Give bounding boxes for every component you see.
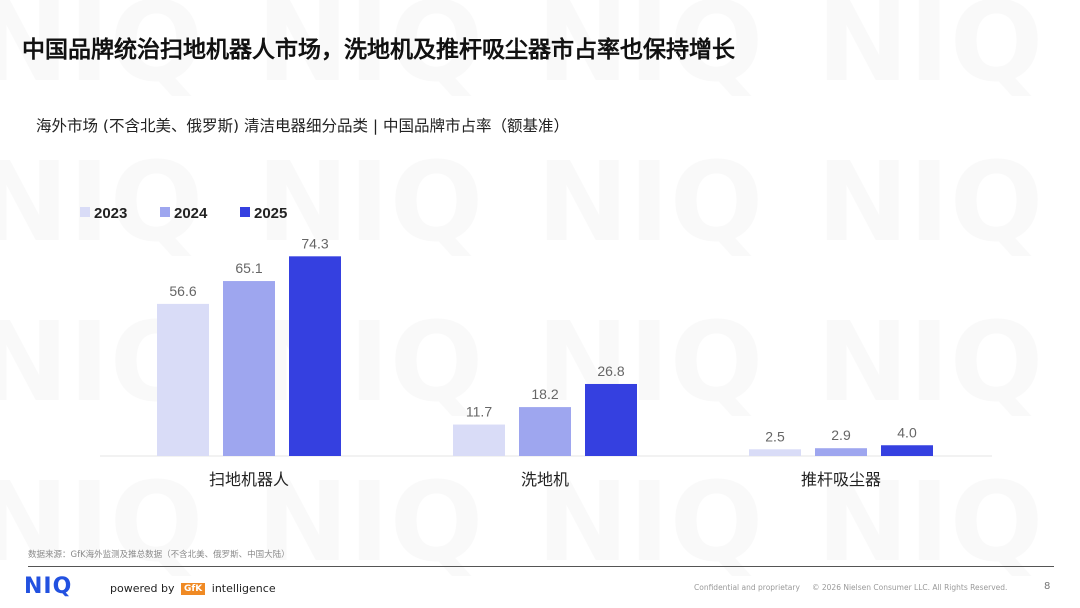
value-label-2024-2: 2.9 (831, 427, 851, 443)
bar-2025-2 (881, 445, 933, 456)
bar-2024-2 (815, 448, 867, 456)
legend-label-2025: 2025 (254, 205, 287, 222)
bar-2023-2 (749, 449, 801, 456)
category-label-0: 扫地机器人 (209, 471, 289, 489)
value-label-2025-0: 74.3 (301, 235, 328, 251)
copyright-note: © 2026 Nielsen Consumer LLC. All Rights … (812, 583, 1008, 592)
chart-subtitle: 海外市场 (不含北美、俄罗斯) 清洁电器细分品类 | 中国品牌市占率（额基准） (36, 117, 570, 135)
legend-label-2024: 2024 (174, 205, 208, 222)
category-label-2: 推杆吸尘器 (801, 471, 881, 489)
category-label-1: 洗地机 (521, 471, 569, 489)
legend-swatch-2025 (240, 207, 250, 217)
legend-label-2023: 2023 (94, 205, 127, 222)
powered-by: powered by GfK intelligence (110, 582, 276, 595)
bar-2025-0 (289, 256, 341, 456)
confidential-note: Confidential and proprietary (694, 583, 800, 592)
value-label-2024-1: 18.2 (531, 386, 558, 402)
value-label-2025-1: 26.8 (597, 363, 624, 379)
value-label-2023-2: 2.5 (765, 428, 785, 444)
legend-swatch-2024 (160, 207, 170, 217)
footer-divider (28, 566, 1054, 567)
value-label-2023-0: 56.6 (169, 283, 196, 299)
intelligence-text: intelligence (211, 582, 276, 595)
value-label-2023-1: 11.7 (466, 404, 492, 420)
bar-2025-1 (585, 383, 637, 456)
page-number: 8 (1044, 581, 1051, 592)
value-label-2025-2: 4.0 (897, 424, 917, 440)
gfk-logo: GfK (181, 583, 206, 595)
bar-2024-1 (519, 407, 571, 456)
niq-logo: NIQ (24, 574, 73, 599)
bar-2023-1 (453, 424, 505, 456)
legend-swatch-2023 (80, 207, 90, 217)
bar-2023-0 (157, 303, 209, 456)
powered-by-text: powered by (110, 582, 175, 595)
bar-2024-0 (223, 281, 275, 456)
bar-chart: 2023 2024 2025 56.6 65.1 74.3 扫地机器人 11.7 18.2 26.… (80, 205, 992, 489)
data-source-note: 数据来源：GfK海外监测及推总数据（不含北美、俄罗斯、中国大陆） (28, 550, 290, 560)
value-label-2024-0: 65.1 (235, 260, 262, 276)
page-title: 中国品牌统治扫地机器人市场，洗地机及推杆吸尘器市占率也保持增长 (22, 37, 735, 63)
